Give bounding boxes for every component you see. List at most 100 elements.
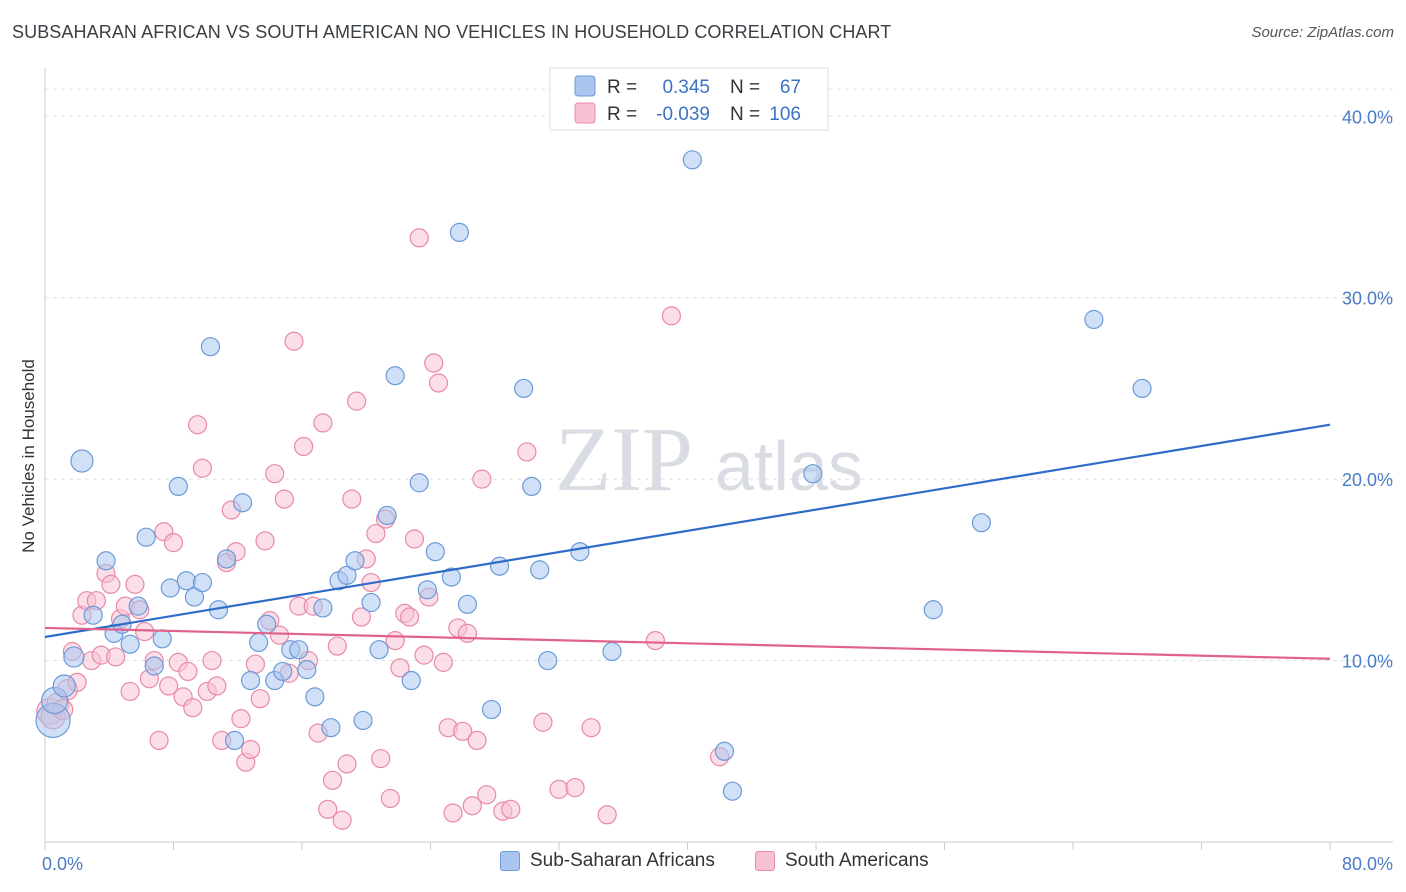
data-point	[472, 469, 492, 489]
series-south-americans	[36, 228, 730, 830]
bottom-legend: Sub-Saharan Africans South Americans	[0, 850, 1406, 880]
trend-line-south-american	[44, 626, 1331, 660]
y-tick-label: 30.0%	[1342, 289, 1393, 309]
data-point	[565, 777, 585, 798]
data-point	[152, 629, 172, 649]
legend-n-value-2: 106	[769, 104, 801, 125]
data-point	[273, 661, 293, 682]
watermark-atlas: atlas	[715, 427, 863, 505]
data-point	[517, 442, 537, 462]
data-point	[120, 681, 140, 702]
data-point	[1084, 309, 1104, 330]
legend-r-value-1: 0.345	[662, 77, 710, 98]
data-point	[682, 150, 702, 170]
data-point	[390, 658, 410, 678]
data-point	[284, 331, 304, 351]
bottom-legend-item-1: Sub-Saharan Africans	[500, 850, 715, 872]
y-tick-label: 10.0%	[1342, 652, 1393, 672]
legend-box: R = 0.345 N = 67 R = -0.039 N = 106	[549, 67, 829, 131]
data-point	[602, 641, 622, 662]
data-point	[184, 587, 204, 607]
data-point	[187, 415, 208, 435]
data-point	[83, 605, 103, 625]
data-point	[351, 607, 372, 627]
data-point	[321, 718, 341, 738]
data-point	[207, 676, 227, 696]
legend-n-label-2: N =	[730, 104, 760, 125]
data-point	[176, 571, 196, 591]
data-point	[160, 578, 180, 598]
watermark: ZIP atlas	[555, 408, 863, 510]
data-point	[441, 567, 461, 587]
data-point	[250, 689, 270, 709]
data-point	[255, 531, 275, 551]
data-point	[533, 712, 553, 732]
data-point	[453, 721, 473, 741]
data-point	[457, 623, 478, 643]
data-point	[63, 646, 85, 668]
data-point	[269, 625, 290, 645]
data-point	[96, 551, 116, 571]
data-point	[125, 574, 145, 594]
data-point	[481, 699, 502, 720]
chart-title: SUBSAHARAN AFRICAN VS SOUTH AMERICAN NO …	[12, 22, 892, 42]
data-point	[401, 670, 421, 691]
data-point	[443, 803, 463, 823]
data-point	[192, 458, 213, 478]
data-point	[467, 730, 487, 751]
data-point	[581, 718, 601, 738]
series-sub-saharan-africans	[35, 150, 1152, 801]
data-point	[342, 489, 362, 509]
data-point	[241, 670, 261, 691]
data-point	[294, 436, 314, 457]
data-point	[424, 353, 444, 373]
data-point	[530, 560, 550, 580]
data-point	[101, 574, 121, 594]
data-point	[538, 650, 558, 671]
data-point	[200, 337, 221, 357]
data-point	[923, 600, 943, 620]
trend-line-sub-saharan	[44, 423, 1331, 639]
data-point	[305, 687, 325, 707]
y-tick-label: 40.0%	[1342, 107, 1393, 127]
data-point	[192, 572, 213, 593]
data-point	[400, 607, 420, 627]
y-axis-label: No Vehicles in Household	[19, 359, 38, 553]
data-point	[971, 513, 992, 533]
data-point	[224, 730, 245, 751]
legend-n-value-1: 67	[780, 77, 801, 98]
x-tick-label-max: 80.0%	[1342, 854, 1393, 874]
bottom-legend-label-2: South Americans	[785, 850, 929, 871]
data-point	[803, 464, 823, 484]
data-point	[457, 594, 478, 614]
data-point	[514, 378, 534, 399]
data-point	[241, 739, 261, 760]
data-point	[345, 551, 365, 571]
chart-source: Source: ZipAtlas.com	[1251, 24, 1394, 41]
data-point	[714, 741, 735, 761]
data-point	[149, 730, 169, 751]
data-point	[385, 366, 405, 386]
grid-lines	[45, 88, 1393, 662]
data-point	[52, 674, 76, 698]
data-point	[168, 476, 188, 496]
legend-r-label-1: R =	[607, 77, 637, 98]
data-point	[449, 222, 470, 242]
y-tick-labels: 10.0% 20.0% 30.0% 40.0%	[1342, 107, 1393, 671]
data-point	[183, 698, 203, 718]
data-point	[425, 542, 445, 562]
data-point	[347, 391, 367, 411]
data-point	[380, 788, 400, 809]
data-point	[501, 799, 521, 819]
data-point	[327, 636, 347, 656]
data-point	[274, 489, 294, 509]
data-point	[313, 598, 333, 618]
data-point	[597, 805, 617, 825]
data-point	[377, 505, 397, 526]
legend-r-value-2: -0.039	[656, 104, 710, 125]
data-point	[159, 676, 179, 696]
data-point	[522, 476, 542, 496]
legend-swatch-blue	[574, 75, 596, 97]
data-point	[245, 654, 266, 674]
